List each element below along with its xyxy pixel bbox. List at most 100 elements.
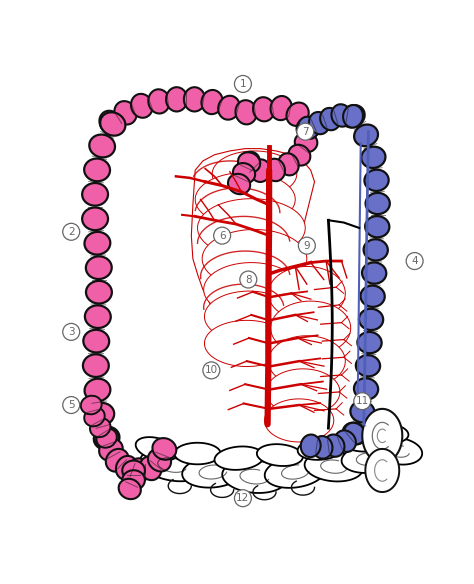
- Ellipse shape: [83, 354, 109, 377]
- Polygon shape: [222, 460, 287, 493]
- Ellipse shape: [100, 112, 126, 135]
- Polygon shape: [338, 431, 381, 451]
- Ellipse shape: [343, 423, 366, 444]
- Ellipse shape: [140, 456, 162, 480]
- Text: 11: 11: [356, 396, 369, 406]
- Polygon shape: [365, 449, 399, 492]
- Polygon shape: [204, 263, 299, 317]
- Polygon shape: [174, 443, 220, 464]
- Ellipse shape: [95, 427, 118, 449]
- Ellipse shape: [238, 152, 260, 173]
- Ellipse shape: [218, 96, 240, 120]
- Ellipse shape: [309, 112, 329, 134]
- Ellipse shape: [344, 423, 365, 444]
- Ellipse shape: [100, 111, 121, 134]
- Polygon shape: [195, 172, 295, 227]
- Ellipse shape: [341, 105, 365, 127]
- Ellipse shape: [84, 378, 110, 401]
- Circle shape: [354, 392, 371, 409]
- Circle shape: [63, 223, 80, 240]
- Ellipse shape: [251, 159, 271, 182]
- Polygon shape: [204, 321, 289, 367]
- Ellipse shape: [97, 429, 117, 448]
- Ellipse shape: [343, 105, 363, 127]
- Ellipse shape: [331, 105, 352, 127]
- Ellipse shape: [320, 108, 340, 130]
- Ellipse shape: [364, 239, 388, 260]
- Text: 2: 2: [68, 227, 74, 237]
- Circle shape: [298, 237, 315, 254]
- Ellipse shape: [116, 456, 137, 480]
- Ellipse shape: [298, 117, 319, 139]
- Polygon shape: [257, 444, 303, 466]
- Ellipse shape: [357, 332, 382, 353]
- Ellipse shape: [324, 434, 345, 457]
- Ellipse shape: [131, 94, 153, 118]
- Ellipse shape: [148, 449, 171, 471]
- Ellipse shape: [354, 378, 378, 399]
- Ellipse shape: [106, 449, 128, 472]
- Ellipse shape: [85, 305, 111, 328]
- Ellipse shape: [122, 461, 145, 481]
- Ellipse shape: [265, 159, 285, 181]
- Polygon shape: [182, 457, 244, 488]
- Ellipse shape: [94, 427, 119, 450]
- Ellipse shape: [84, 408, 105, 426]
- Ellipse shape: [361, 147, 385, 168]
- Polygon shape: [266, 369, 340, 415]
- Ellipse shape: [295, 133, 317, 152]
- Ellipse shape: [365, 170, 389, 191]
- Ellipse shape: [83, 330, 109, 353]
- Ellipse shape: [286, 103, 309, 126]
- Ellipse shape: [354, 124, 378, 146]
- Ellipse shape: [297, 118, 319, 138]
- Ellipse shape: [350, 401, 374, 423]
- Polygon shape: [264, 399, 334, 442]
- Text: 10: 10: [205, 366, 218, 376]
- Polygon shape: [191, 148, 315, 339]
- Ellipse shape: [201, 90, 223, 114]
- Text: 9: 9: [303, 241, 310, 251]
- Ellipse shape: [89, 134, 115, 158]
- Circle shape: [297, 123, 314, 140]
- Ellipse shape: [278, 153, 299, 175]
- Polygon shape: [268, 266, 346, 320]
- Ellipse shape: [81, 396, 101, 414]
- Ellipse shape: [238, 152, 260, 173]
- Polygon shape: [136, 437, 178, 461]
- Ellipse shape: [362, 262, 386, 284]
- Ellipse shape: [233, 163, 255, 183]
- Ellipse shape: [271, 96, 292, 120]
- Text: 1: 1: [240, 79, 246, 89]
- Ellipse shape: [90, 418, 110, 437]
- Polygon shape: [198, 199, 305, 257]
- Polygon shape: [264, 456, 326, 488]
- Text: 12: 12: [237, 493, 249, 503]
- Ellipse shape: [86, 256, 112, 279]
- Ellipse shape: [365, 216, 389, 237]
- Circle shape: [214, 227, 231, 244]
- Polygon shape: [372, 424, 409, 443]
- Polygon shape: [140, 449, 204, 481]
- Ellipse shape: [122, 470, 145, 490]
- Ellipse shape: [356, 355, 380, 377]
- Text: 7: 7: [302, 127, 309, 137]
- Ellipse shape: [312, 436, 332, 458]
- Circle shape: [235, 75, 251, 92]
- Ellipse shape: [84, 232, 110, 255]
- Polygon shape: [212, 151, 297, 197]
- Ellipse shape: [128, 458, 149, 482]
- Circle shape: [240, 271, 257, 288]
- Ellipse shape: [297, 117, 320, 139]
- Ellipse shape: [82, 183, 108, 206]
- Ellipse shape: [361, 286, 385, 307]
- Ellipse shape: [228, 174, 250, 194]
- Polygon shape: [268, 336, 346, 387]
- Ellipse shape: [236, 100, 257, 124]
- Text: 8: 8: [245, 274, 252, 284]
- Polygon shape: [271, 301, 351, 355]
- Ellipse shape: [184, 87, 205, 112]
- Ellipse shape: [253, 97, 274, 121]
- Ellipse shape: [289, 145, 310, 165]
- Ellipse shape: [166, 87, 187, 112]
